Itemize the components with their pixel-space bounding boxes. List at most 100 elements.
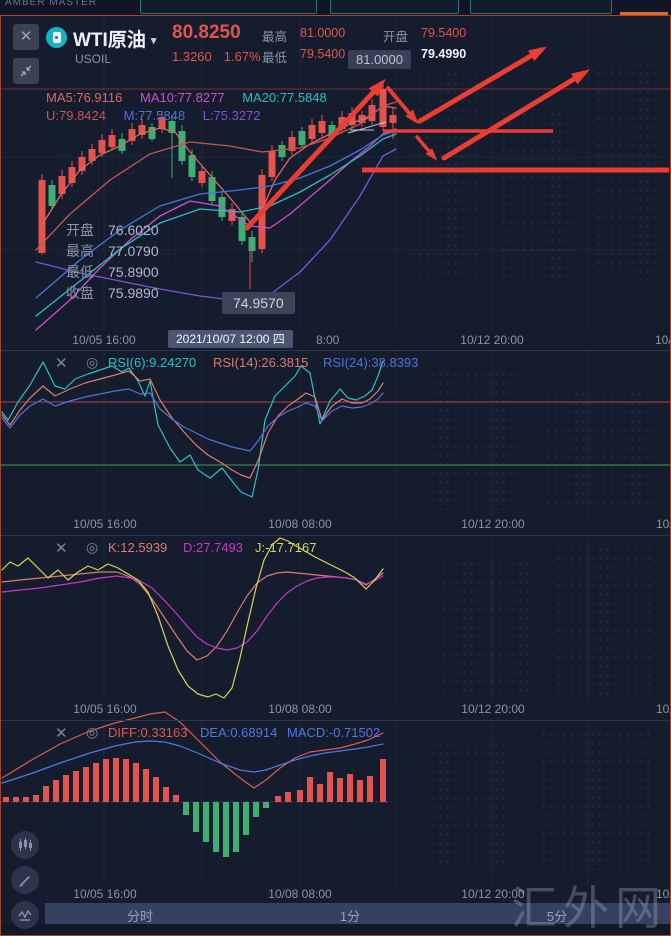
- top-strip-quote-box-3[interactable]: [470, 0, 612, 14]
- collapse-button[interactable]: [13, 58, 39, 84]
- close-icon: ✕: [19, 28, 33, 45]
- macd-axis-b: 10/08 08:00: [268, 887, 332, 901]
- candlestick-tool-button[interactable]: [11, 831, 39, 859]
- stat-prev-close-value: 79.4990: [421, 47, 467, 61]
- macd-close-button[interactable]: ✕: [55, 724, 68, 742]
- tab-5min[interactable]: 5分: [546, 909, 568, 924]
- background-pattern: [430, 740, 510, 870]
- close-icon: ✕: [55, 725, 68, 742]
- ohlc-open-value: 76.6020: [108, 222, 159, 238]
- background-pattern: [500, 110, 580, 280]
- top-strip-clipped-text: AMBER MASTER: [5, 0, 98, 8]
- kdj-close-button[interactable]: ✕: [55, 539, 68, 557]
- macd-macd-label: MACD:-0.71502: [287, 725, 381, 740]
- ma5-label: MA5:76.9116: [46, 90, 123, 105]
- stat-low-value: 79.5400: [300, 47, 346, 61]
- symbol-icon: [46, 27, 67, 48]
- active-tab-underline: [620, 12, 668, 15]
- kdj-d-label: D:27.7493: [183, 540, 243, 555]
- rsi-axis-d: 10/: [656, 517, 671, 531]
- ohlc-low-value: 75.8900: [108, 264, 159, 280]
- top-strip: AMBER MASTER: [0, 0, 671, 15]
- symbol-name: WTI原油: [73, 30, 146, 51]
- stat-open-value: 79.5400: [421, 26, 467, 40]
- line-chart-icon: [18, 909, 32, 921]
- crosshair-date-box: 2021/10/07 12:00 四: [168, 330, 293, 348]
- ohlc-open-label: 开盘: [66, 222, 94, 238]
- main-axis-right: 10/1: [655, 333, 671, 347]
- rsi6-label: RSI(6):9.24270: [108, 355, 197, 370]
- kdj-axis-a: 10/05 16:00: [73, 702, 137, 716]
- background-pattern: [555, 545, 655, 695]
- main-axis-mid: 10/12 20:00: [460, 333, 524, 347]
- price-change-pct: 1.67%: [223, 49, 261, 64]
- ohlc-low-label: 最低: [66, 264, 94, 280]
- rsi24-label: RSI(24):38.8393: [323, 355, 419, 370]
- chevron-down-icon: ▾: [150, 35, 157, 47]
- macd-axis-d: 10/: [656, 887, 671, 901]
- low-price-tooltip: 74.9570: [222, 292, 295, 314]
- kdj-axis-d: 10/: [656, 702, 671, 716]
- stat-open-label: 开盘: [383, 30, 409, 44]
- top-strip-quote-box-1[interactable]: [140, 0, 317, 14]
- kdj-k-label: K:12.5939: [108, 540, 168, 555]
- ma20-label: MA20:77.5848: [242, 90, 327, 105]
- kdj-axis-c: 10/12 20:00: [461, 702, 525, 716]
- boll-lower-label: L:75.3272: [202, 108, 261, 123]
- macd-diff-label: DIFF:0.33163: [108, 725, 188, 740]
- high-price-tooltip: 81.0000: [348, 50, 411, 69]
- macd-settings-icon[interactable]: ◎: [86, 724, 99, 740]
- ma-labels-row: MA5:76.9116 MA10:77.8277 MA20:77.5848: [46, 90, 327, 105]
- pane-separator: [1, 350, 670, 351]
- price-change: 1.3260: [172, 49, 212, 64]
- last-price: 80.8250: [172, 22, 241, 43]
- ma10-label: MA10:77.8277: [140, 90, 225, 105]
- draw-tool-button[interactable]: [11, 866, 39, 894]
- ohlc-high-label: 最高: [66, 243, 94, 259]
- top-strip-quote-box-2[interactable]: [330, 0, 459, 14]
- background-pattern: [440, 560, 530, 695]
- ohlc-close-row: 收盘 75.9890: [66, 283, 159, 304]
- candlestick-icon: [19, 838, 32, 851]
- bottom-strip: [0, 924, 671, 936]
- macd-dea-label: DEA:0.68914: [200, 725, 278, 740]
- close-icon: ✕: [55, 540, 68, 557]
- rsi-axis-b: 10/08 08:00: [268, 517, 332, 531]
- rsi-axis-c: 10/12 20:00: [461, 517, 525, 531]
- rsi-axis-a: 10/05 16:00: [73, 517, 137, 531]
- ohlc-tooltip: 开盘 76.6020 最高 77.0790 最低 75.8900 收盘 75.9890: [66, 220, 159, 304]
- pane-separator: [1, 535, 670, 536]
- rsi14-label: RSI(14):26.3815: [213, 355, 309, 370]
- site-watermark: 汇外网: [511, 882, 667, 934]
- tab-1min[interactable]: 1分: [339, 909, 361, 924]
- main-axis-after: 8:00: [316, 333, 340, 347]
- close-chart-button[interactable]: ✕: [13, 24, 39, 50]
- background-pattern: [595, 60, 661, 280]
- rsi-settings-icon[interactable]: ◎: [86, 354, 99, 370]
- ohlc-high-value: 77.0790: [108, 243, 159, 259]
- timeframe-tabbar: [45, 903, 671, 924]
- tab-timeline[interactable]: 分时: [126, 909, 154, 924]
- kdj-axis-b: 10/08 08:00: [268, 702, 332, 716]
- ohlc-open-row: 开盘 76.6020: [66, 220, 159, 241]
- indicator-tool-button[interactable]: [11, 901, 39, 929]
- stat-high-label: 最高: [262, 30, 288, 44]
- background-pattern: [410, 70, 480, 280]
- rsi-close-button[interactable]: ✕: [55, 354, 68, 372]
- macd-axis-c: 10/12 20:00: [461, 887, 525, 901]
- collapse-icon: [20, 65, 32, 77]
- symbol-dropdown[interactable]: WTI原油 ▾: [73, 25, 156, 52]
- stat-low-label: 最低: [262, 51, 288, 65]
- background-pattern: [545, 390, 655, 510]
- pencil-icon: [19, 875, 30, 887]
- background-pattern: [430, 370, 520, 510]
- kdj-settings-icon[interactable]: ◎: [86, 539, 99, 555]
- macd-axis-a: 10/05 16:00: [73, 887, 137, 901]
- symbol-code: USOIL: [75, 52, 112, 66]
- price-change-row: 1.3260 1.67%: [172, 49, 273, 64]
- close-icon: ✕: [55, 355, 68, 372]
- pane-separator: [1, 720, 670, 721]
- boll-labels-row: U:79.8424 M:77.5848 L:75.3272: [46, 108, 261, 123]
- ohlc-low-row: 最低 75.8900: [66, 262, 159, 283]
- stat-high-value: 81.0000: [300, 26, 346, 40]
